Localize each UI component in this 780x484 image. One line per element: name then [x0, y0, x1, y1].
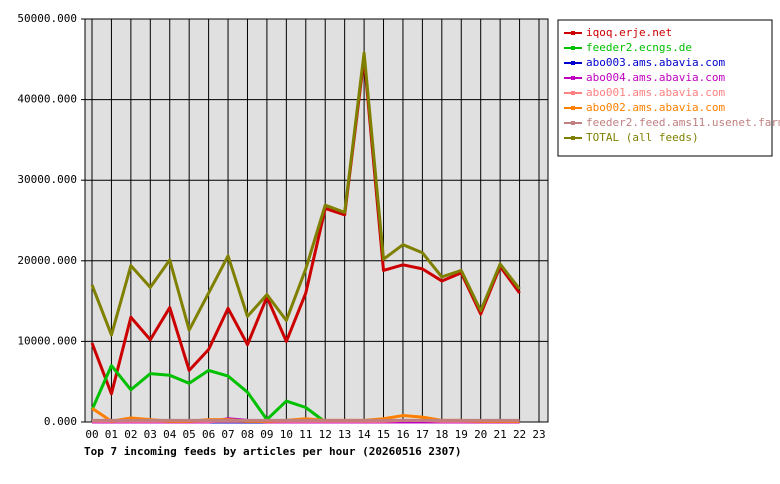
x-tick-label: 19	[455, 428, 468, 441]
x-tick-label: 08	[241, 428, 254, 441]
legend-swatch-dot	[571, 121, 575, 125]
x-tick-label: 17	[416, 428, 429, 441]
legend-swatch-dot	[571, 61, 575, 65]
x-tick-label: 20	[474, 428, 487, 441]
x-tick-label: 12	[319, 428, 332, 441]
x-tick-label: 16	[396, 428, 409, 441]
legend-swatch-dot	[571, 136, 575, 140]
x-tick-label: 02	[124, 428, 137, 441]
x-tick-label: 14	[357, 428, 371, 441]
x-tick-label: 04	[163, 428, 177, 441]
x-tick-label: 01	[105, 428, 118, 441]
legend-swatch-dot	[571, 31, 575, 35]
x-tick-label: 21	[494, 428, 507, 441]
legend-label: feeder2.ecngs.de	[586, 41, 692, 54]
series-line	[90, 364, 327, 424]
x-tick-label: 22	[513, 428, 526, 441]
x-tick-label: 11	[299, 428, 312, 441]
legend-label: abo004.ams.abavia.com	[586, 71, 725, 84]
x-tick-label: 10	[280, 428, 293, 441]
x-tick-label: 18	[435, 428, 448, 441]
x-tick-label: 15	[377, 428, 390, 441]
x-tick-label: 00	[85, 428, 98, 441]
legend-label: abo002.ams.abavia.com	[586, 101, 725, 114]
x-tick-label: 13	[338, 428, 351, 441]
series-line	[90, 56, 521, 396]
series-line	[90, 51, 521, 337]
plot-area	[84, 18, 549, 423]
legend-swatch-dot	[571, 76, 575, 80]
x-tick-label: 07	[221, 428, 234, 441]
y-tick-label: 40000.000	[17, 93, 77, 106]
legend-label: feeder2.feed.ams11.usenet.farm	[586, 116, 780, 129]
x-tick-label: 09	[260, 428, 273, 441]
legend-swatch-dot	[571, 46, 575, 50]
x-tick-label: 05	[183, 428, 196, 441]
legend-swatch-dot	[571, 106, 575, 110]
x-tick-label: 23	[532, 428, 545, 441]
legend-label: abo003.ams.abavia.com	[586, 56, 725, 69]
y-tick-label: 50000.000	[17, 12, 77, 25]
y-tick-label: 10000.000	[17, 334, 77, 347]
x-tick-label: 06	[202, 428, 215, 441]
legend-swatch-dot	[571, 91, 575, 95]
y-tick-label: 30000.000	[17, 173, 77, 186]
legend-label: abo001.ams.abavia.com	[586, 86, 725, 99]
y-tick-label: 20000.000	[17, 254, 77, 267]
legend-label: TOTAL (all feeds)	[586, 131, 699, 144]
chart-title: Top 7 incoming feeds by articles per hou…	[84, 445, 462, 458]
legend-box	[557, 19, 773, 157]
legend-label: iqoq.erje.net	[586, 26, 672, 39]
x-tick-label: 03	[144, 428, 157, 441]
y-tick-label: 0.000	[44, 415, 77, 428]
